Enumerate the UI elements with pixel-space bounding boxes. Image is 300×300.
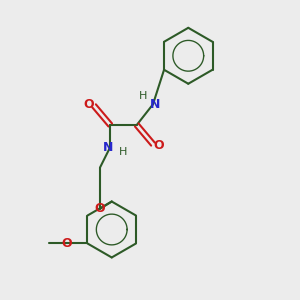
Text: H: H (139, 91, 147, 101)
Text: N: N (150, 98, 160, 111)
Text: N: N (103, 141, 113, 154)
Text: H: H (118, 147, 127, 158)
Text: O: O (61, 237, 72, 250)
Text: O: O (94, 202, 105, 215)
Text: O: O (153, 139, 164, 152)
Text: O: O (83, 98, 94, 111)
